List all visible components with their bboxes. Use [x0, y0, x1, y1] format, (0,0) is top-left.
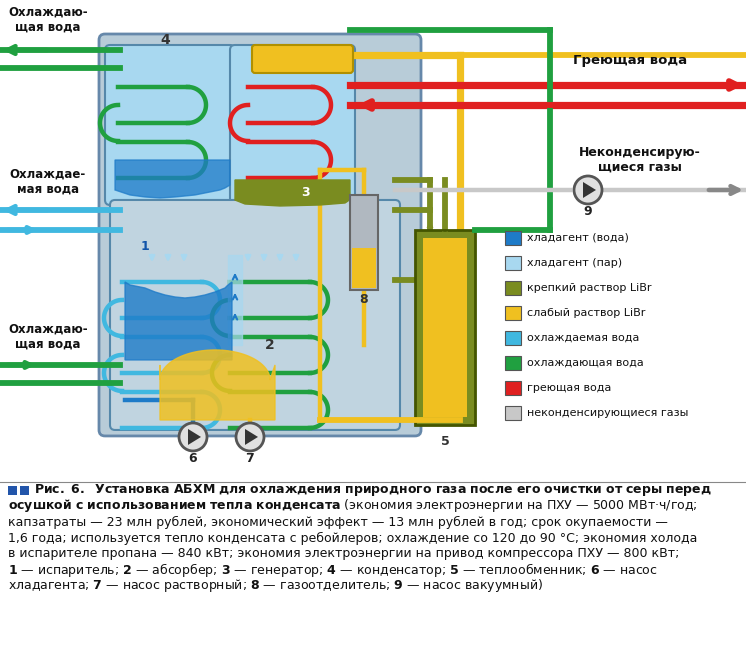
Polygon shape — [125, 282, 232, 360]
FancyBboxPatch shape — [110, 200, 400, 430]
Text: Охлаждае-
мая вода: Охлаждае- мая вода — [10, 168, 86, 196]
Text: 4: 4 — [160, 33, 170, 47]
Text: в испарителе пропана — 840 кВт; экономия электроэнергии на привод компрессора ПХ: в испарителе пропана — 840 кВт; экономия… — [8, 547, 680, 561]
Text: 5: 5 — [441, 436, 449, 448]
Polygon shape — [245, 429, 258, 445]
Text: греющая вода: греющая вода — [527, 383, 612, 393]
Text: капзатраты — 23 млн рублей, экономический эффект — 13 млн рублей в год; срок оку: капзатраты — 23 млн рублей, экономически… — [8, 516, 668, 528]
Circle shape — [179, 423, 207, 451]
Bar — [8, 486, 17, 495]
Bar — [505, 356, 521, 370]
Bar — [505, 256, 521, 270]
Text: 6: 6 — [189, 452, 197, 465]
Bar — [505, 231, 521, 245]
Text: охлаждающая вода: охлаждающая вода — [527, 358, 644, 368]
FancyBboxPatch shape — [230, 45, 355, 205]
Polygon shape — [115, 160, 230, 198]
Text: хладагент (вода): хладагент (вода) — [527, 233, 629, 243]
Bar — [505, 331, 521, 345]
Text: Неконденсирую-
щиеся газы: Неконденсирую- щиеся газы — [579, 146, 701, 174]
FancyBboxPatch shape — [105, 45, 235, 205]
Text: хладагент (пар): хладагент (пар) — [527, 258, 622, 268]
Text: 7: 7 — [245, 452, 254, 465]
Text: 9: 9 — [583, 205, 592, 218]
Text: крепкий раствор LiBr: крепкий раствор LiBr — [527, 283, 651, 293]
Polygon shape — [160, 350, 275, 420]
Bar — [415, 230, 475, 425]
Circle shape — [236, 423, 264, 451]
FancyBboxPatch shape — [252, 45, 353, 73]
Text: $\bf{1}$ — испаритель; $\bf{2}$ — абсорбер; $\bf{3}$ — генератор; $\bf{4}$ — кон: $\bf{1}$ — испаритель; $\bf{2}$ — абсорб… — [8, 561, 658, 579]
Text: Охлаждаю-
щая вода: Охлаждаю- щая вода — [8, 6, 88, 34]
Polygon shape — [583, 182, 596, 198]
Bar — [505, 281, 521, 295]
Bar — [350, 195, 378, 290]
Text: хладагента; $\bf{7}$ — насос растворный; $\bf{8}$ — газоотделитель; $\bf{9}$ — н: хладагента; $\bf{7}$ — насос растворный;… — [8, 577, 543, 594]
Text: Греющая вода: Греющая вода — [573, 54, 687, 67]
Text: охлаждаемая вода: охлаждаемая вода — [527, 333, 639, 343]
Bar — [20, 486, 29, 495]
Text: слабый раствор LiBr: слабый раствор LiBr — [527, 308, 645, 318]
Text: $\bf{осушкой\ с\ использованием\ тепла\ конденсата}$ (экономия электроэнергии на: $\bf{осушкой\ с\ использованием\ тепла\ … — [8, 497, 698, 514]
Polygon shape — [235, 180, 350, 206]
Polygon shape — [188, 429, 201, 445]
Bar — [505, 306, 521, 320]
Text: Охлаждаю-
щая вода: Охлаждаю- щая вода — [8, 323, 88, 351]
Text: 1: 1 — [141, 240, 149, 254]
Text: 8: 8 — [360, 293, 369, 307]
FancyBboxPatch shape — [99, 34, 421, 436]
Text: 3: 3 — [301, 187, 310, 199]
Text: 2: 2 — [265, 338, 275, 352]
Text: $\bf{Рис.\ 6.}$  $\bf{Установка\ АБХМ\ для\ охлаждения\ природного\ газа\ после\: $\bf{Рис.\ 6.}$ $\bf{Установка\ АБХМ\ дл… — [34, 482, 712, 498]
Circle shape — [574, 176, 602, 204]
Bar — [423, 238, 467, 417]
Bar — [352, 248, 376, 288]
Bar — [505, 406, 521, 420]
Text: неконденсирующиеся газы: неконденсирующиеся газы — [527, 408, 689, 418]
Text: 1,6 года; используется тепло конденсата с ребойлеров; охлаждение со 120 до 90 °С: 1,6 года; используется тепло конденсата … — [8, 532, 698, 545]
Bar — [505, 381, 521, 395]
